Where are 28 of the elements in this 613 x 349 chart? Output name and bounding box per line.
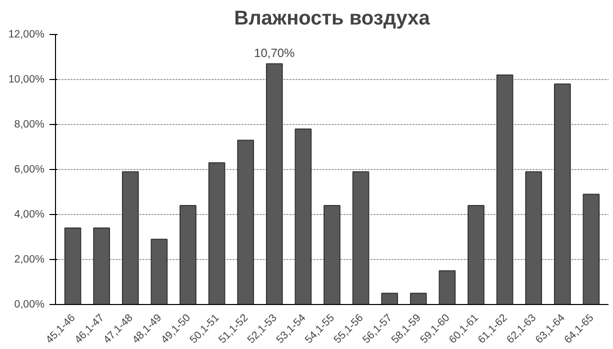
bar — [122, 171, 139, 304]
bar — [352, 171, 370, 304]
y-tick-label: 8,00% — [14, 118, 46, 130]
bar — [554, 84, 571, 304]
y-tick-label: 2,00% — [14, 254, 46, 266]
bar — [237, 140, 254, 304]
bar — [381, 292, 398, 304]
bar — [525, 171, 542, 304]
bar — [93, 228, 110, 304]
bar — [150, 238, 168, 304]
chart-title: Влажность воздуха — [234, 8, 431, 30]
y-tick-label: 12,00% — [8, 28, 46, 40]
data-label: 10,70% — [254, 46, 296, 60]
y-tick-label: 4,00% — [14, 208, 46, 220]
bar — [266, 63, 283, 304]
bar — [496, 74, 514, 304]
y-tick-label: 10,00% — [8, 74, 46, 86]
bar — [208, 162, 226, 304]
bar — [294, 128, 312, 304]
y-tick-label: 0,00% — [14, 298, 46, 310]
bar — [180, 205, 196, 304]
bar — [468, 205, 484, 304]
bar — [410, 292, 427, 304]
bar — [64, 228, 82, 304]
bar — [582, 194, 600, 304]
bar — [438, 270, 456, 304]
bar — [324, 205, 340, 304]
y-tick-label: 6,00% — [14, 164, 46, 176]
